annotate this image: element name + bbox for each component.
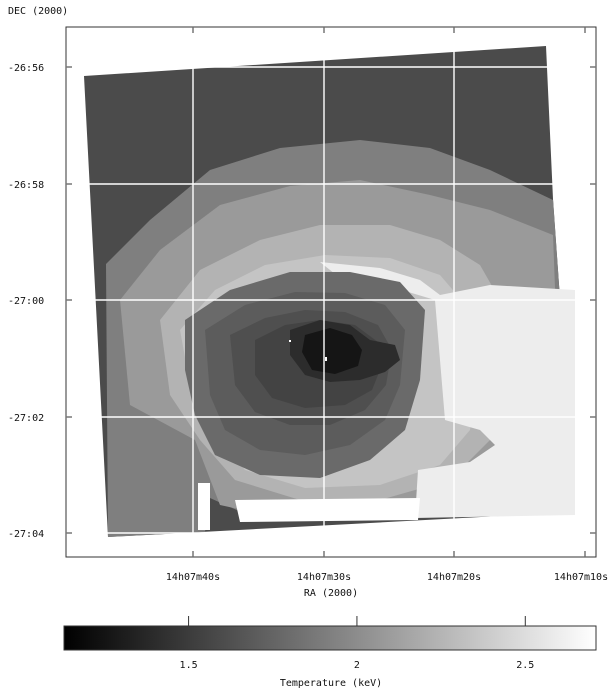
colorbar-ticks: 1.5 2 2.5 (180, 616, 534, 671)
coordinate-grid (66, 27, 596, 557)
y-axis-title: DEC (2000) (8, 6, 68, 17)
x-tick-label: 14h07m10s (554, 572, 608, 583)
y-tick-label: -26:58 (8, 180, 44, 191)
colorbar-title: Temperature (keV) (280, 678, 382, 689)
map-region-bright-arc (320, 262, 575, 518)
y-tick-label: -27:00 (8, 296, 44, 307)
map-bright-speck-2 (289, 340, 291, 342)
map-region-core-2 (302, 328, 362, 374)
x-axis-ticks: 14h07m40s 14h07m30s 14h07m20s 14h07m10s (166, 27, 608, 583)
map-mask-bottom-center (235, 498, 420, 522)
colorbar (63, 625, 597, 651)
y-tick-label: -26:56 (8, 63, 44, 74)
temperature-map (84, 46, 575, 537)
y-tick-label: -27:02 (8, 413, 44, 424)
x-tick-label: 14h07m40s (166, 572, 220, 583)
x-tick-label: 14h07m20s (427, 572, 481, 583)
map-bright-speck (325, 357, 327, 361)
colorbar-tick-label: 2.5 (516, 660, 534, 671)
colorbar-tick-label: 2 (354, 660, 360, 671)
x-tick-label: 14h07m30s (297, 572, 351, 583)
map-mask-bottom-left (198, 483, 210, 530)
colorbar-tick-label: 1.5 (180, 660, 198, 671)
x-axis-title: RA (2000) (304, 588, 358, 599)
y-tick-label: -27:04 (8, 529, 44, 540)
y-axis-ticks: -26:56 -26:58 -27:00 -27:02 -27:04 (8, 63, 596, 540)
